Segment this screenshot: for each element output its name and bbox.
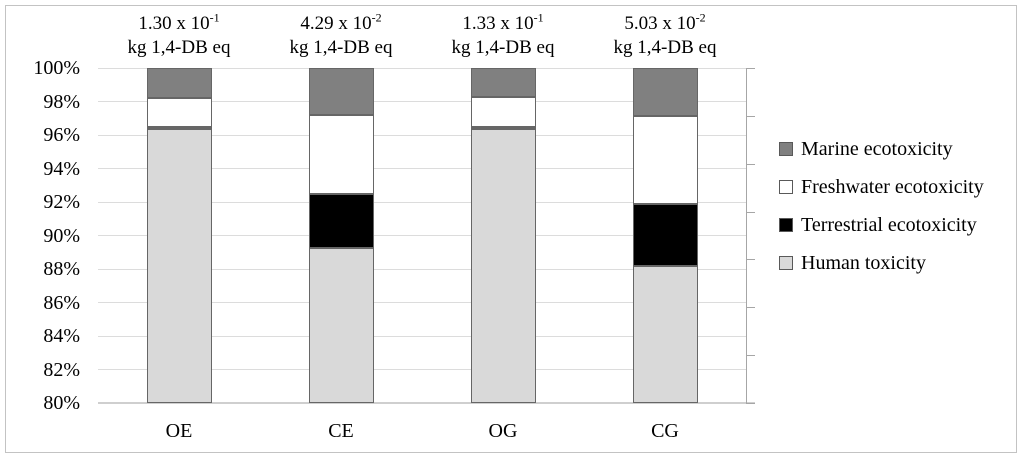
legend-item-marine-ecotoxicity: Marine ecotoxicity <box>779 138 984 160</box>
gridline <box>98 369 746 370</box>
annotation-value: 1.30 x 10-1 <box>138 10 220 34</box>
bar-segment-human-toxicity-og <box>470 128 536 403</box>
annotation-value: 1.33 x 10-1 <box>462 10 544 34</box>
y-axis-tick-label: 88% <box>43 258 80 280</box>
bar-segment-freshwater-ecotoxicity-cg <box>632 115 698 204</box>
bar-segment-marine-ecotoxicity-oe <box>146 68 212 99</box>
marine-ecotoxicity-swatch-icon <box>779 142 793 156</box>
gridline <box>98 302 746 303</box>
gridline <box>98 168 746 169</box>
freshwater-ecotoxicity-swatch-icon <box>779 180 793 194</box>
gridline <box>98 268 746 270</box>
bar-segment-human-toxicity-oe <box>146 128 212 403</box>
bar-segment-terrestrial-ecotoxicity-cg <box>632 203 698 267</box>
legend-label: Marine ecotoxicity <box>801 138 953 160</box>
bar-total-annotation: 5.03 x 10-2 kg 1,4-DB eq <box>555 12 775 60</box>
legend-item-terrestrial-ecotoxicity: Terrestrial ecotoxicity <box>779 214 984 236</box>
chart-legend: Marine ecotoxicity Freshwater ecotoxicit… <box>779 138 984 274</box>
annotation-value: 5.03 x 10-2 <box>624 10 706 34</box>
gridline <box>98 335 746 337</box>
gridline <box>98 201 746 203</box>
bar-segment-freshwater-ecotoxicity-oe <box>146 98 212 128</box>
y-axis-tick-label: 84% <box>43 325 80 347</box>
x-axis-category-label: OE <box>165 420 193 442</box>
bar-segment-human-toxicity-cg <box>632 266 698 403</box>
bar-total-annotation: 4.29 x 10-2 kg 1,4-DB eq <box>231 12 451 60</box>
right-axis-tick <box>746 403 755 404</box>
legend-label: Terrestrial ecotoxicity <box>801 214 977 236</box>
bar-segment-marine-ecotoxicity-og <box>470 68 536 98</box>
gridline <box>98 134 746 136</box>
human-toxicity-swatch-icon <box>779 256 793 270</box>
right-axis-tick <box>746 355 755 357</box>
y-axis-tick-label: 96% <box>43 124 80 146</box>
x-axis-line <box>98 402 755 404</box>
legend-label: Human toxicity <box>801 252 926 274</box>
y-axis-tick-label: 92% <box>43 191 80 213</box>
legend-label: Freshwater ecotoxicity <box>801 176 984 198</box>
y-axis-tick-label: 94% <box>43 157 80 180</box>
right-axis-tick <box>746 163 755 165</box>
legend-item-freshwater-ecotoxicity: Freshwater ecotoxicity <box>779 176 984 198</box>
y-axis-tick-label: 90% <box>43 224 80 247</box>
gridline <box>98 235 746 236</box>
x-axis-category-label: CE <box>328 420 354 442</box>
terrestrial-ecotoxicity-swatch-icon <box>779 218 793 232</box>
annotation-unit: kg 1,4-DB eq <box>613 37 717 58</box>
bar-segment-human-toxicity-ce <box>308 248 374 403</box>
y-axis-tick-label: 100% <box>33 57 80 79</box>
bar-segment-terrestrial-ecotoxicity-oe <box>146 127 212 130</box>
right-axis-tick <box>746 259 755 261</box>
annotation-value: 4.29 x 10-2 <box>300 10 382 34</box>
bar-segment-terrestrial-ecotoxicity-og <box>470 127 536 130</box>
right-axis-tick <box>746 211 755 213</box>
y-axis-tick-label: 80% <box>43 392 80 414</box>
bar-segment-marine-ecotoxicity-ce <box>308 68 374 115</box>
gridline <box>98 101 746 102</box>
bar-total-annotation: 1.30 x 10-1 kg 1,4-DB eq <box>69 12 289 60</box>
y-axis-tick-label: 98% <box>43 90 80 113</box>
bar-segment-terrestrial-ecotoxicity-ce <box>308 194 374 249</box>
legend-item-human-toxicity: Human toxicity <box>779 252 984 274</box>
annotation-unit: kg 1,4-DB eq <box>127 37 231 58</box>
right-axis-tick <box>746 68 755 69</box>
bar-segment-marine-ecotoxicity-cg <box>632 68 698 116</box>
y-axis-tick-label: 86% <box>43 291 80 314</box>
annotation-unit: kg 1,4-DB eq <box>451 37 555 58</box>
gridline <box>98 67 746 69</box>
annotation-unit: kg 1,4-DB eq <box>289 37 393 58</box>
bar-total-annotation: 1.33 x 10-1 kg 1,4-DB eq <box>393 12 613 60</box>
y-axis-tick-label: 82% <box>43 358 80 381</box>
right-axis-line <box>746 68 747 403</box>
right-axis-tick <box>746 115 755 117</box>
bar-segment-freshwater-ecotoxicity-ce <box>308 114 374 195</box>
right-axis-tick <box>746 307 755 309</box>
x-axis-category-label: CG <box>651 420 679 442</box>
figure-border <box>5 5 1017 453</box>
x-axis-category-label: OG <box>488 420 518 442</box>
bar-segment-freshwater-ecotoxicity-og <box>470 97 536 128</box>
